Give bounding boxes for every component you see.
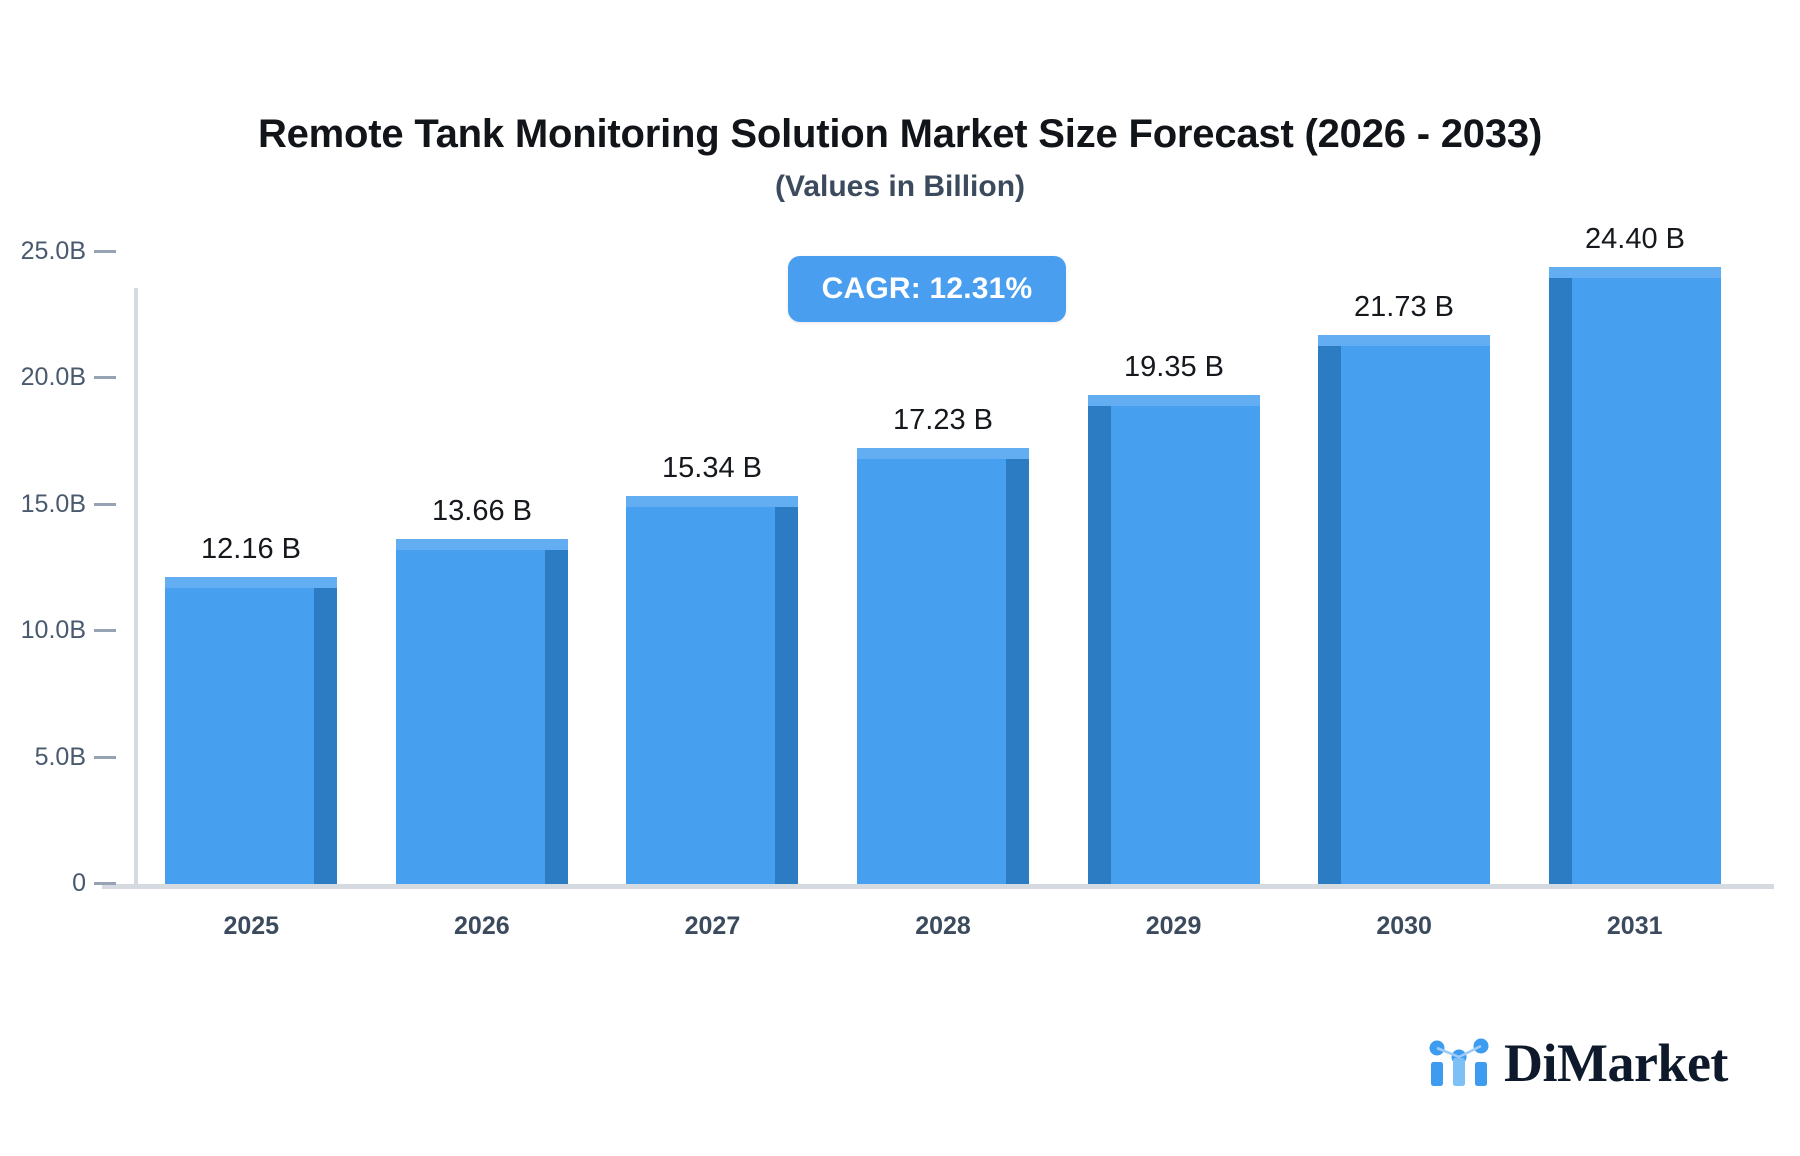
bar-2030[interactable]: 21.73 B [1318,291,1490,884]
y-axis-tick-mark [94,755,116,759]
bar-2026[interactable]: 13.66 B [396,495,568,884]
cagr-badge-label: CAGR: 12.31% [821,272,1033,305]
y-axis-tick-mark [94,502,116,506]
chart-subtitle: (Values in Billion) [774,170,1026,203]
bar-2027[interactable]: 15.34 B [626,452,798,884]
bar-value-label: 24.40 B [1585,223,1685,255]
bar-side-face [314,588,337,884]
x-axis-label-2029: 2029 [1145,912,1202,940]
y-axis-tick-mark [94,250,116,253]
bar-top-face [857,448,1029,459]
bar-top-face [626,496,798,507]
bar-2031[interactable]: 24.40 B [1549,223,1721,884]
y-axis-tick-label: 0 [72,869,86,897]
bar-value-label: 13.66 B [432,495,532,527]
bar-side-face [775,507,798,884]
bar-value-label: 12.16 B [201,533,301,565]
y-axis-tick-label: 20.0B [20,363,86,392]
bar-2028[interactable]: 17.23 B [857,404,1029,884]
y-axis-tick-mark [94,376,116,380]
bar-value-label: 17.23 B [893,404,993,436]
bar-front-face [626,507,775,884]
bar-front-face [1341,346,1490,884]
bar-front-face [1572,278,1721,884]
x-axis-line [102,884,1774,889]
x-axis-label-2031: 2031 [1606,912,1663,940]
x-axis-label-2026: 2026 [454,912,510,940]
y-axis-tick-label: 10.0B [20,616,86,645]
bar-value-label: 19.35 B [1124,351,1224,383]
bar-side-face [1088,406,1111,884]
bar-front-face [165,588,314,884]
bar-top-face [165,577,337,588]
bar-front-face [857,459,1006,884]
bar-top-face [1318,335,1490,346]
bar-chart-logo-icon [1429,1038,1489,1086]
chart-title: Remote Tank Monitoring Solution Market S… [257,112,1543,156]
bar-top-face [396,539,568,550]
x-axis-label-2025: 2025 [223,912,280,940]
bar-top-face [1088,395,1260,406]
bar-side-face [1006,459,1029,884]
y-axis-tick-label: 25.0B [20,237,86,265]
y-axis-tick-mark [94,629,116,633]
bar-front-face [396,550,545,884]
bar-2029[interactable]: 19.35 B [1088,351,1260,884]
y-axis-ticks: 25.0B 20.0B 15.0B 10.0B 5.0B 0 [0,0,120,1156]
x-axis-label-2030: 2030 [1376,912,1432,940]
bar-2025[interactable]: 12.16 B [165,533,337,884]
y-axis-tick-label: 15.0B [20,489,86,518]
bar-side-face [545,550,568,884]
logo-text: DiMarket [1504,1033,1728,1093]
bar-value-label: 21.73 B [1354,291,1454,323]
y-axis-tick-label: 5.0B [34,742,86,771]
bar-side-face [1318,346,1341,884]
bar-top-face [1549,267,1721,278]
bar-value-label: 15.34 B [662,452,762,484]
x-axis-label-2028: 2028 [915,912,971,940]
y-axis-line [134,288,138,884]
y-axis-tick-mark [94,882,116,885]
x-axis-label-2027: 2027 [684,912,741,940]
bar-front-face [1111,406,1260,884]
bar-side-face [1549,278,1572,884]
dimarket-logo: DiMarket [1428,1036,1728,1090]
cagr-badge: CAGR: 12.31% [788,256,1066,322]
